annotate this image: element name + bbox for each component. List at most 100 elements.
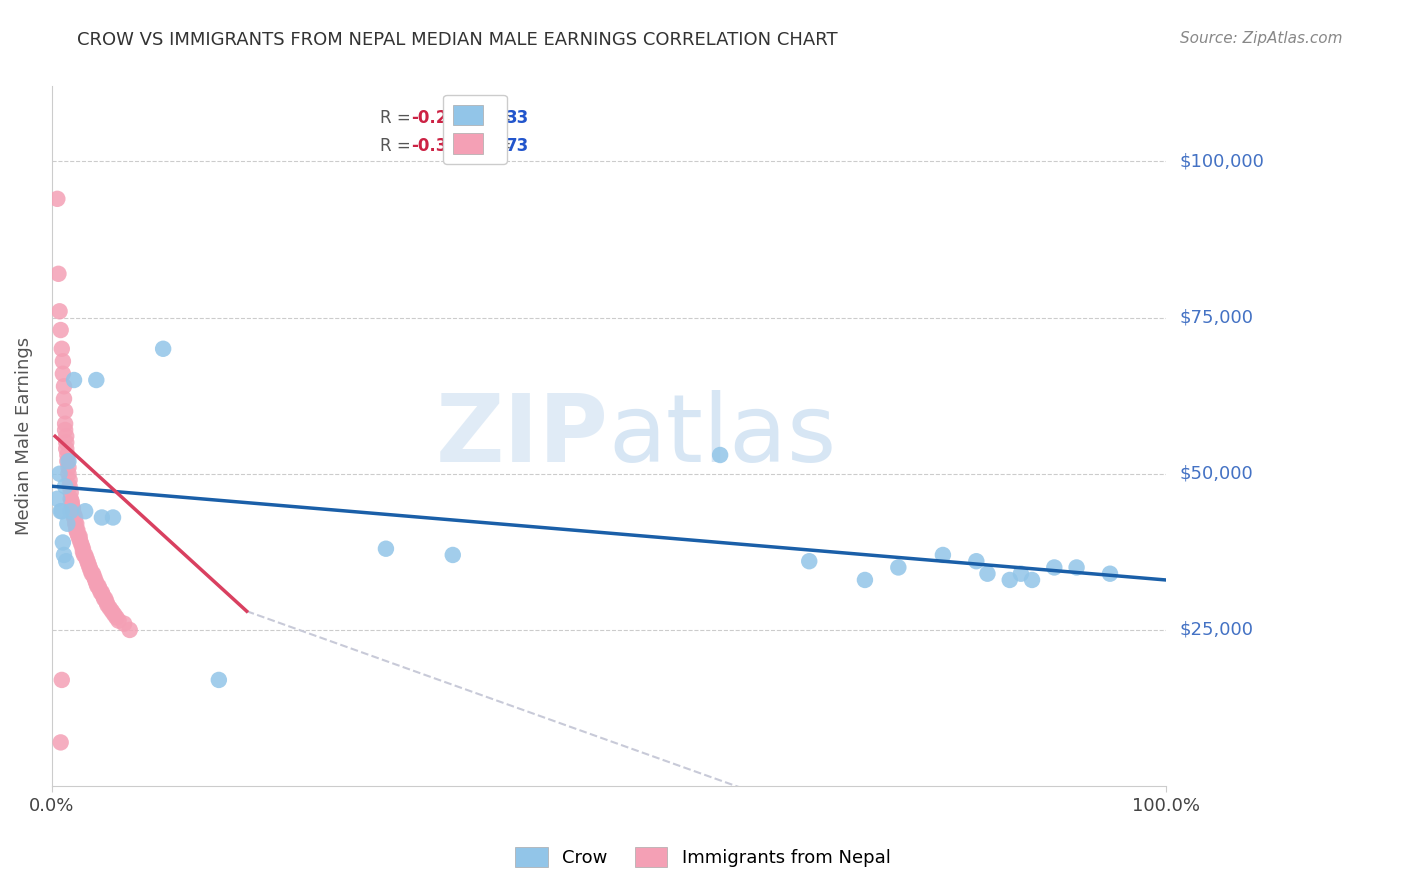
Text: CROW VS IMMIGRANTS FROM NEPAL MEDIAN MALE EARNINGS CORRELATION CHART: CROW VS IMMIGRANTS FROM NEPAL MEDIAN MAL… [77, 31, 838, 49]
Point [87, 579, 110, 593]
Point [709, 448, 731, 462]
Point [59, 491, 82, 506]
Point [82, 566, 104, 581]
Point [49, 323, 72, 337]
Text: -0.305: -0.305 [412, 136, 471, 155]
Point [55, 435, 77, 450]
Legend: , : , [443, 95, 506, 164]
Point [52, 354, 75, 368]
Text: $25,000: $25,000 [1180, 621, 1254, 639]
Point [998, 573, 1021, 587]
Point [63, 373, 86, 387]
Point [208, 673, 231, 687]
Point [1066, 560, 1088, 574]
Point [56, 448, 79, 462]
Point [84, 576, 107, 591]
Text: ZIP: ZIP [436, 391, 609, 483]
Point [72, 545, 94, 559]
Point [1098, 566, 1121, 581]
Point [63, 510, 86, 524]
Text: $50,000: $50,000 [1180, 465, 1253, 483]
Point [374, 541, 396, 556]
Text: -0.236: -0.236 [412, 109, 471, 127]
Point [94, 591, 117, 606]
Point [69, 529, 91, 543]
Point [105, 610, 128, 624]
Point [976, 566, 998, 581]
Point [53, 423, 76, 437]
Point [152, 342, 174, 356]
Point [62, 501, 84, 516]
Point [75, 551, 97, 566]
Point [83, 570, 105, 584]
Point [51, 342, 73, 356]
Point [53, 404, 76, 418]
Point [46, 491, 69, 506]
Point [67, 529, 90, 543]
Point [59, 485, 82, 500]
Point [53, 548, 76, 562]
Point [76, 554, 98, 568]
Point [52, 367, 75, 381]
Point [65, 523, 87, 537]
Point [1043, 560, 1066, 574]
Point [65, 516, 87, 531]
Point [56, 454, 79, 468]
Point [90, 510, 112, 524]
Point [84, 573, 107, 587]
Point [101, 604, 124, 618]
Text: N =: N = [464, 109, 516, 127]
Point [103, 607, 125, 622]
Point [55, 442, 77, 456]
Legend: Crow, Immigrants from Nepal: Crow, Immigrants from Nepal [508, 839, 898, 874]
Point [60, 495, 83, 509]
Point [58, 467, 80, 481]
Point [79, 560, 101, 574]
Point [51, 673, 73, 687]
Point [58, 454, 80, 468]
Point [49, 735, 72, 749]
Point [49, 504, 72, 518]
Point [52, 535, 75, 549]
Point [96, 595, 118, 609]
Text: R =: R = [381, 109, 416, 127]
Point [84, 373, 107, 387]
Point [887, 560, 910, 574]
Point [48, 467, 70, 481]
Point [55, 429, 77, 443]
Text: Source: ZipAtlas.com: Source: ZipAtlas.com [1180, 31, 1343, 46]
Point [69, 533, 91, 547]
Point [96, 598, 118, 612]
Point [75, 548, 97, 562]
Point [118, 623, 141, 637]
Point [46, 192, 69, 206]
Point [853, 573, 876, 587]
Point [59, 504, 82, 518]
Text: atlas: atlas [609, 391, 837, 483]
Point [932, 548, 955, 562]
Text: N =: N = [464, 136, 516, 155]
Point [1021, 573, 1043, 587]
Point [66, 526, 89, 541]
Point [98, 601, 121, 615]
Text: R =: R = [381, 136, 416, 155]
Point [80, 566, 103, 581]
Point [58, 479, 80, 493]
Text: 33: 33 [506, 109, 530, 127]
Point [53, 379, 76, 393]
Point [62, 504, 84, 518]
Point [77, 558, 100, 572]
Point [63, 508, 86, 522]
Text: $100,000: $100,000 [1180, 153, 1264, 170]
Point [53, 417, 76, 431]
Point [72, 541, 94, 556]
Point [63, 510, 86, 524]
Point [53, 392, 76, 406]
Point [91, 589, 114, 603]
Point [90, 585, 112, 599]
Point [69, 535, 91, 549]
Point [55, 554, 77, 568]
Y-axis label: Median Male Earnings: Median Male Earnings [15, 337, 32, 535]
Point [73, 548, 96, 562]
Point [93, 591, 115, 606]
